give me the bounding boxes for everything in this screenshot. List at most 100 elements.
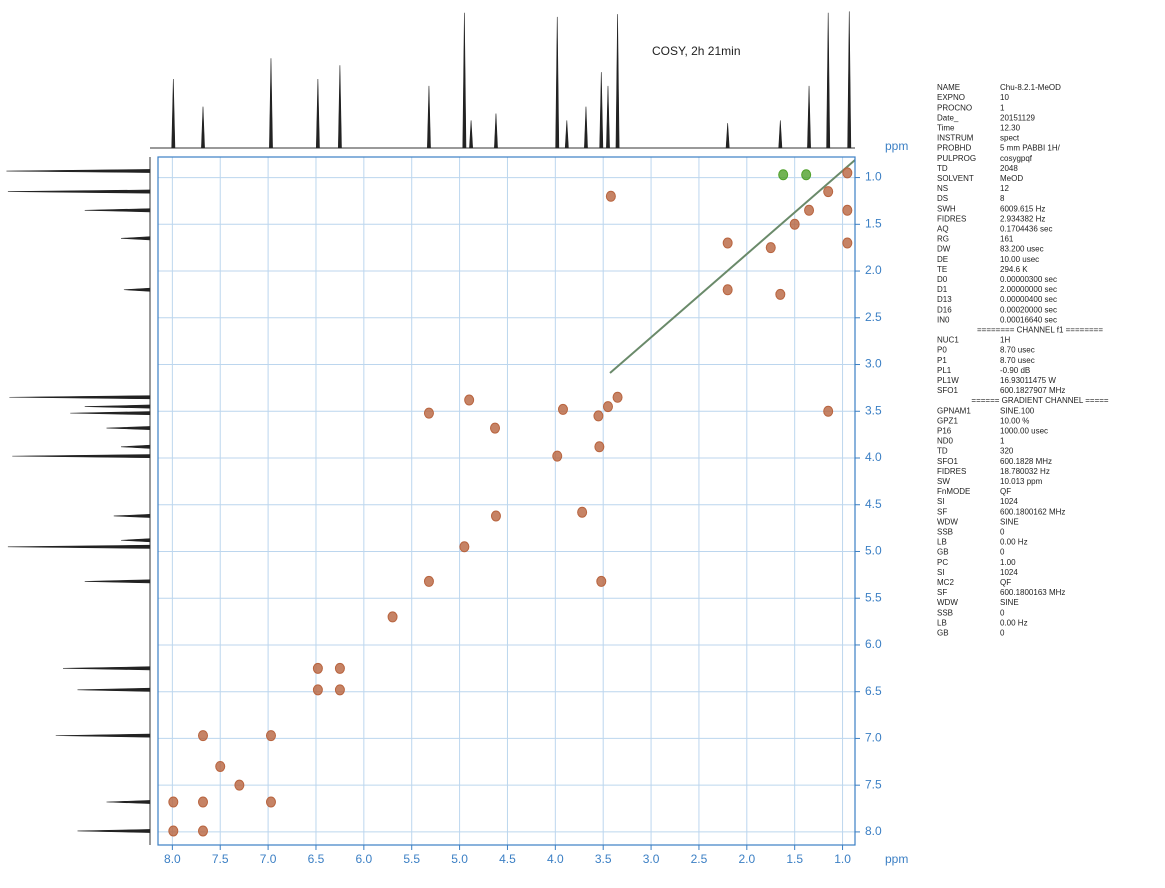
- parameter-value: 0.00000300 sec: [1000, 275, 1057, 284]
- y-tick-label: 1.0: [865, 170, 882, 184]
- left-projection-peak: [62, 666, 151, 671]
- cross-peak: [168, 796, 179, 808]
- top-projection-peak: [725, 123, 730, 149]
- y-axis-label: ppm: [885, 139, 908, 153]
- parameter-key: DE: [937, 255, 948, 264]
- top-projection-peak: [555, 16, 560, 149]
- parameter-key: GB: [937, 629, 949, 638]
- top-projection-peak: [427, 85, 431, 149]
- parameter-key: NAME: [937, 83, 960, 92]
- left-projection-peak: [106, 426, 151, 430]
- cross-peak: [265, 730, 276, 742]
- parameter-value: 0.00 Hz: [1000, 538, 1028, 547]
- parameter-value: 10.00 usec: [1000, 255, 1039, 264]
- parameter-value: 0.00020000 sec: [1000, 305, 1057, 314]
- parameter-value: 10.013 ppm: [1000, 477, 1043, 486]
- parameter-value: 6009.615 Hz: [1000, 204, 1045, 213]
- x-tick-label: 6.5: [308, 852, 325, 866]
- cross-peak: [490, 510, 501, 522]
- x-axis-label: ppm: [885, 852, 908, 866]
- parameter-value: 18.780032 Hz: [1000, 467, 1050, 476]
- parameter-key: D0: [937, 275, 948, 284]
- cross-peak: [823, 405, 834, 417]
- y-tick-label: 2.0: [865, 263, 882, 277]
- cross-peak: [577, 506, 588, 518]
- parameter-value: 2.00000000 sec: [1000, 285, 1057, 294]
- y-tick-label: 4.5: [865, 497, 882, 511]
- parameter-value: 0: [1000, 548, 1005, 557]
- top-projection-peak: [338, 65, 342, 149]
- top-projection-peak: [599, 72, 604, 149]
- top-projection-peak: [469, 120, 473, 149]
- grid: [158, 157, 860, 850]
- parameter-key: PULPROG: [937, 154, 976, 163]
- parameter-value: 161: [1000, 235, 1014, 244]
- parameter-value: 600.1800162 MHz: [1000, 507, 1065, 516]
- parameter-value: 600.1828 MHz: [1000, 457, 1052, 466]
- parameter-key: SSB: [937, 528, 953, 537]
- parameter-value: SINE: [1000, 517, 1019, 526]
- parameter-key: SFO1: [937, 386, 958, 395]
- parameter-value: 1: [1000, 103, 1005, 112]
- cross-peak: [594, 441, 605, 453]
- top-projection-peak: [462, 12, 467, 149]
- top-projection-peak: [606, 85, 610, 149]
- left-projection-peak: [84, 579, 151, 584]
- x-tick-label: 2.5: [691, 852, 708, 866]
- parameter-key: MC2: [937, 578, 954, 587]
- top-projection-peak: [615, 14, 620, 149]
- parameter-key: LB: [937, 538, 947, 547]
- parameter-key: PL1: [937, 366, 952, 375]
- parameter-value: 0.1704436 sec: [1000, 225, 1053, 234]
- parameter-value: 1.00: [1000, 558, 1016, 567]
- parameter-key: LB: [937, 618, 947, 627]
- parameter-value: 0.00 Hz: [1000, 618, 1028, 627]
- parameter-value: 1024: [1000, 568, 1018, 577]
- x-tick-label: 5.5: [403, 852, 420, 866]
- y-tick-label: 6.0: [865, 637, 882, 651]
- parameter-value: 20151129: [1000, 113, 1036, 122]
- parameter-key: SF: [937, 507, 947, 516]
- top-projection-peak: [564, 120, 569, 149]
- parameter-key: PC: [937, 558, 948, 567]
- diagonal: [609, 159, 856, 374]
- parameter-key: GB: [937, 548, 949, 557]
- parameter-key: WDW: [937, 598, 958, 607]
- top-projection-peak: [847, 11, 852, 149]
- left-projection-peak: [84, 404, 151, 409]
- cross-peak: [801, 169, 812, 181]
- left-projection-peak: [55, 733, 151, 738]
- parameter-key: SFO1: [937, 457, 958, 466]
- parameter-key: D16: [937, 305, 952, 314]
- parameter-value: 12.30: [1000, 124, 1021, 133]
- x-tick-label: 7.5: [212, 852, 229, 866]
- x-tick-label: 8.0: [164, 852, 181, 866]
- cross-peak: [423, 407, 434, 419]
- parameter-key: FnMODE: [937, 487, 970, 496]
- annotation: COSY, 2h 21min: [652, 44, 741, 58]
- x-tick-label: 7.0: [260, 852, 277, 866]
- cross-peak: [312, 684, 323, 696]
- top-projection-peak: [807, 85, 811, 149]
- y-tick-label: 4.0: [865, 450, 882, 464]
- left-projection-peak: [113, 514, 151, 518]
- parameter-key: PROBHD: [937, 144, 971, 153]
- top-projection-peak: [584, 106, 588, 149]
- parameter-value: 0: [1000, 528, 1005, 537]
- parameter-key: NS: [937, 184, 948, 193]
- left-projection-peak: [70, 411, 151, 416]
- parameter-key: INSTRUM: [937, 134, 974, 143]
- left-projection-peak: [84, 208, 151, 213]
- y-tick-label: 3.0: [865, 357, 882, 371]
- parameter-key: P1: [937, 356, 947, 365]
- cross-peak: [842, 237, 853, 249]
- cross-peak: [234, 779, 245, 791]
- parameter-value: 1: [1000, 437, 1005, 446]
- parameter-value: 10.00 %: [1000, 416, 1029, 425]
- top-projection-peak: [494, 113, 498, 149]
- parameter-value: 8.70 usec: [1000, 346, 1035, 355]
- parameter-key: TD: [937, 164, 948, 173]
- parameter-key: FIDRES: [937, 467, 966, 476]
- cross-peak: [823, 186, 834, 198]
